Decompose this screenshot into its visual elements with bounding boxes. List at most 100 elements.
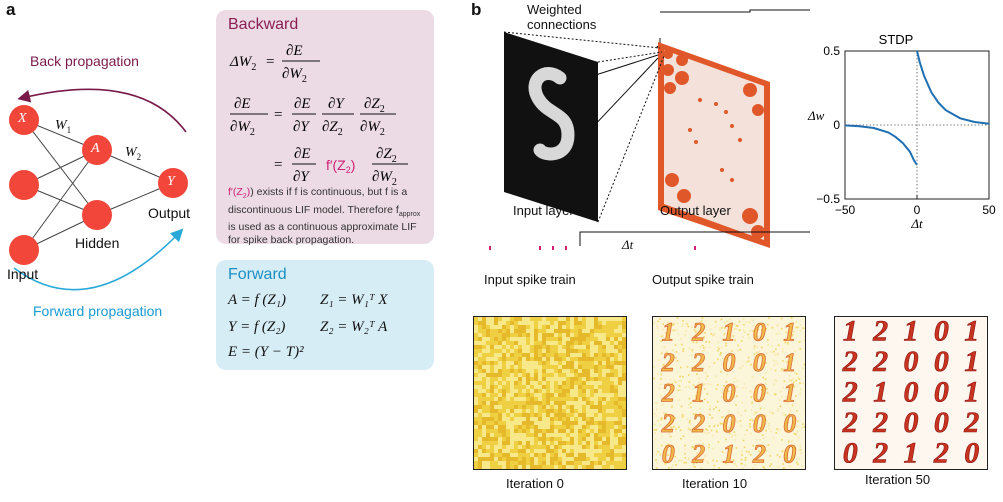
forward-box: Forward A = f (Z₁) Z₁ = W₁ᵀ X Y = f (Z₂)… <box>216 260 434 370</box>
stdp-xtick-label: −50 <box>835 203 856 217</box>
digit-glyph: 1 <box>723 439 736 468</box>
stdp-curve-ltd <box>844 124 918 166</box>
digit-glyph: 0 <box>723 379 736 408</box>
svg-text:∂W2: ∂W2 <box>230 119 255 138</box>
svg-text:∂E: ∂E <box>294 96 311 112</box>
panel-b-letter: b <box>471 0 482 19</box>
panel-a-letter: a <box>6 0 16 19</box>
backward-note: f′(Z2)) exists if f is continuous, but f… <box>228 186 421 246</box>
digit-glyph: 0 <box>904 406 919 439</box>
digit-glyph: 2 <box>661 379 675 408</box>
output-label: Output <box>148 205 191 221</box>
svg-text:=: = <box>274 157 282 173</box>
iteration-0-tile <box>473 316 627 470</box>
input-spike-train-label: Input spike train <box>484 272 576 287</box>
digit-glyph: 0 <box>934 345 949 378</box>
digit-glyph: 2 <box>872 436 888 469</box>
digit-glyph: 2 <box>842 345 858 378</box>
digit-glyph: 1 <box>964 376 979 409</box>
input-node-x <box>9 105 39 135</box>
input-node <box>9 170 39 200</box>
stdp-xtick-label: 50 <box>982 203 996 217</box>
digit-glyph: 1 <box>662 318 675 347</box>
digit-glyph: 2 <box>752 439 766 468</box>
node-a-label: A <box>91 141 100 156</box>
digit-glyph: 1 <box>783 348 796 377</box>
stdp-chart: STDP −50 0 50 0.5 0 −0.5 Δw Δt <box>807 32 996 231</box>
digit-glyph: 2 <box>842 406 858 439</box>
svg-text:∂Z2: ∂Z2 <box>376 146 397 165</box>
digit-glyph: 1 <box>964 317 979 348</box>
backward-equations: ΔW2 = ∂E ∂W2 ∂E ∂W2 = ∂E ∂Y ∂Y ∂Z2 ∂Z2 ∂… <box>229 43 408 186</box>
node-x-label: X <box>18 111 27 126</box>
stdp-title: STDP <box>879 32 914 47</box>
digit-glyph: 0 <box>934 376 949 409</box>
digit-glyph: 2 <box>933 436 949 469</box>
stdp-ytick-label: −0.5 <box>816 192 840 206</box>
svg-text:∂E: ∂E <box>286 43 303 59</box>
svg-text:f′(Z2): f′(Z2) <box>326 157 355 175</box>
hidden-label: Hidden <box>75 235 120 251</box>
stdp-xtick-label: 0 <box>914 203 921 217</box>
input-layer-plane <box>504 32 598 222</box>
svg-text:∂Y: ∂Y <box>293 169 310 185</box>
output-spike-train-label: Output spike train <box>652 272 754 287</box>
digit-glyph: 1 <box>783 318 796 347</box>
digit-glyph: 2 <box>691 409 705 438</box>
backward-title: Backward <box>228 16 299 33</box>
backward-box: Backward ΔW2 = ∂E ∂W2 ∂E ∂W2 = ∂E ∂Y ∂Y … <box>216 10 434 246</box>
stdp-arrow <box>660 9 810 13</box>
forward-eq-z2: Z₂ = W₂ᵀ A <box>320 319 388 335</box>
forward-propagation-arrow <box>13 228 184 291</box>
digit-glyph: 2 <box>661 348 675 377</box>
svg-text:∂W2: ∂W2 <box>282 66 307 85</box>
input-layer-label: Input layer <box>513 203 574 218</box>
digit-glyph: 0 <box>723 409 736 438</box>
forward-eq-z1: Z₁ = W₁ᵀ X <box>320 292 388 308</box>
digit-glyph: 0 <box>783 409 796 438</box>
weighted-connections-label: Weighted connections <box>527 2 597 32</box>
svg-text:∂W2: ∂W2 <box>360 119 385 138</box>
digit-glyph: 0 <box>753 348 766 377</box>
digit-glyph: 0 <box>904 345 919 378</box>
iteration-50-caption: Iteration 50 <box>865 472 931 487</box>
back-propagation-arrow <box>17 88 187 133</box>
hidden-node-a <box>82 135 112 165</box>
digit-glyph: 1 <box>723 318 736 347</box>
svg-text:∂Y: ∂Y <box>328 96 345 112</box>
svg-text:=: = <box>274 107 282 123</box>
node-y-label: Y <box>167 174 175 189</box>
iteration-10-caption: Iteration 10 <box>682 476 748 491</box>
digit-glyph: 0 <box>904 376 919 409</box>
digit-glyph: 2 <box>691 348 705 377</box>
forward-eq-y: Y = f (Z₂) <box>228 319 286 335</box>
digit-glyph: 0 <box>843 436 858 469</box>
input-label: Input <box>7 266 39 282</box>
digit-glyph: 1 <box>904 317 919 348</box>
stdp-ylabel: Δw <box>807 108 825 123</box>
digit-glyph: 0 <box>753 379 766 408</box>
digit-glyph: 2 <box>872 345 888 378</box>
forward-title: Forward <box>228 266 287 283</box>
digit-glyph: 1 <box>783 379 796 408</box>
digit-glyph: 2 <box>872 406 888 439</box>
forward-propagation-label: Forward propagation <box>33 303 163 319</box>
digit-glyph: 0 <box>783 439 796 468</box>
svg-text:ΔW2: ΔW2 <box>229 54 256 73</box>
digit-glyph: 0 <box>662 439 675 468</box>
digit-glyph: 2 <box>661 409 675 438</box>
input-node <box>9 235 39 265</box>
output-layer-label: Output layer <box>660 203 731 218</box>
digit-glyph: 1 <box>904 436 919 469</box>
digit-glyph: 0 <box>964 436 979 469</box>
back-propagation-label: Back propagation <box>30 53 139 69</box>
digit-glyph: 2 <box>842 376 858 409</box>
delta-t-label: Δt <box>622 237 634 252</box>
stdp-curve-ltp <box>916 50 990 125</box>
weight-w2-label: W2 <box>125 145 142 162</box>
digit-glyph: 0 <box>753 318 766 347</box>
digit-glyph: 1 <box>692 379 705 408</box>
input-output-layer-diagram <box>489 9 810 250</box>
forward-eq-a: A = f (Z₁) <box>228 292 286 308</box>
